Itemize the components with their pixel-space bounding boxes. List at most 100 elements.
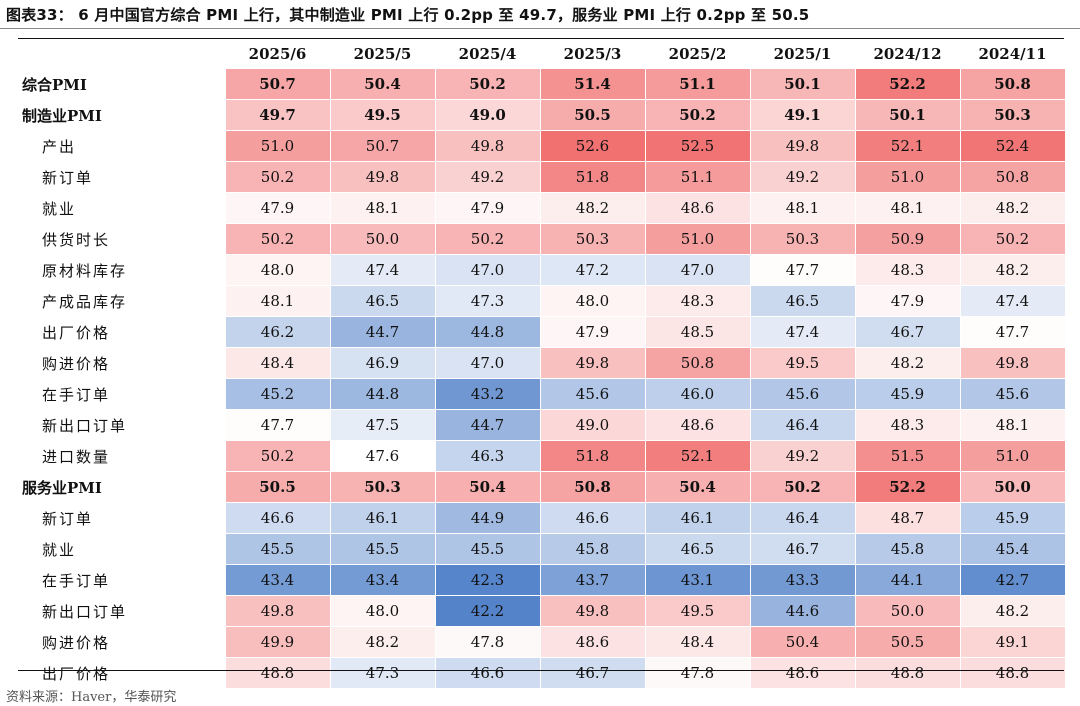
value-cell: 50.3 bbox=[749, 223, 856, 255]
value-cell: 48.0 bbox=[329, 595, 436, 627]
value-cell: 48.8 bbox=[854, 657, 961, 689]
value-cell: 44.8 bbox=[329, 378, 436, 410]
row-label: 新出口订单 bbox=[18, 409, 225, 441]
table-row: 原材料库存 48.0 47.4 47.0 47.2 47.0 47.7 48.3 48.2 bbox=[18, 254, 1066, 286]
value-cell: 50.0 bbox=[329, 223, 436, 255]
value-cell: 46.3 bbox=[434, 440, 541, 472]
value-cell: 49.9 bbox=[224, 626, 331, 658]
value-cell: 50.7 bbox=[329, 130, 436, 162]
value-cell: 49.8 bbox=[539, 595, 646, 627]
value-cell: 50.2 bbox=[224, 223, 331, 255]
header-corner bbox=[18, 40, 225, 69]
value-cell: 44.7 bbox=[434, 409, 541, 441]
value-cell: 50.7 bbox=[224, 68, 331, 100]
value-cell: 43.3 bbox=[749, 564, 856, 596]
value-cell: 48.6 bbox=[749, 657, 856, 689]
value-cell: 50.1 bbox=[854, 99, 961, 131]
column-header: 2025/6 bbox=[248, 45, 307, 63]
value-cell: 48.6 bbox=[644, 192, 751, 224]
value-cell: 49.8 bbox=[329, 161, 436, 193]
value-cell: 49.0 bbox=[434, 99, 541, 131]
value-cell: 46.7 bbox=[854, 316, 961, 348]
value-cell: 50.3 bbox=[539, 223, 646, 255]
table-row: 出厂价格 48.8 47.3 46.6 46.7 47.8 48.6 48.8 48.8 bbox=[18, 657, 1066, 689]
value-cell: 48.6 bbox=[539, 626, 646, 658]
value-cell: 50.4 bbox=[644, 471, 751, 503]
table-row: 新订单 50.2 49.8 49.2 51.8 51.1 49.2 51.0 50.8 bbox=[18, 161, 1066, 193]
table-row: 综合PMI 50.7 50.4 50.2 51.4 51.1 50.1 52.2 50.8 bbox=[18, 68, 1066, 100]
value-cell: 47.7 bbox=[959, 316, 1066, 348]
value-cell: 46.0 bbox=[644, 378, 751, 410]
value-cell: 47.0 bbox=[434, 254, 541, 286]
value-cell: 42.3 bbox=[434, 564, 541, 596]
value-cell: 50.5 bbox=[854, 626, 961, 658]
value-cell: 50.5 bbox=[539, 99, 646, 131]
value-cell: 45.8 bbox=[539, 533, 646, 565]
value-cell: 49.5 bbox=[329, 99, 436, 131]
column-header: 2025/3 bbox=[563, 45, 622, 63]
table-row: 新出口订单 47.7 47.5 44.7 49.0 48.6 46.4 48.3 48.1 bbox=[18, 409, 1066, 441]
value-cell: 50.8 bbox=[959, 68, 1066, 100]
value-cell: 50.8 bbox=[539, 471, 646, 503]
table-row: 新出口订单 49.8 48.0 42.2 49.8 49.5 44.6 50.0 48.2 bbox=[18, 595, 1066, 627]
value-cell: 48.8 bbox=[959, 657, 1066, 689]
value-cell: 47.9 bbox=[539, 316, 646, 348]
value-cell: 51.1 bbox=[644, 161, 751, 193]
table-row: 购进价格 49.9 48.2 47.8 48.6 48.4 50.4 50.5 49.1 bbox=[18, 626, 1066, 658]
value-cell: 51.1 bbox=[644, 68, 751, 100]
table-body: 综合PMI 50.7 50.4 50.2 51.4 51.1 50.1 52.2 50.8 制造业… bbox=[18, 68, 1066, 689]
value-cell: 44.1 bbox=[854, 564, 961, 596]
value-cell: 45.6 bbox=[749, 378, 856, 410]
row-label: 综合PMI bbox=[18, 68, 225, 100]
value-cell: 47.6 bbox=[329, 440, 436, 472]
value-cell: 45.5 bbox=[224, 533, 331, 565]
column-header: 2025/5 bbox=[353, 45, 412, 63]
table-row: 在手订单 45.2 44.8 43.2 45.6 46.0 45.6 45.9 45.6 bbox=[18, 378, 1066, 410]
value-cell: 48.3 bbox=[854, 409, 961, 441]
value-cell: 46.4 bbox=[749, 409, 856, 441]
value-cell: 48.8 bbox=[224, 657, 331, 689]
value-cell: 45.9 bbox=[854, 378, 961, 410]
value-cell: 46.6 bbox=[539, 502, 646, 534]
row-label: 产成品库存 bbox=[18, 285, 225, 317]
value-cell: 48.2 bbox=[329, 626, 436, 658]
value-cell: 51.0 bbox=[644, 223, 751, 255]
value-cell: 49.1 bbox=[749, 99, 856, 131]
figure-title: 图表33： 6 月中国官方综合 PMI 上行，其中制造业 PMI 上行 0.2p… bbox=[6, 6, 810, 24]
row-label: 在手订单 bbox=[18, 564, 225, 596]
value-cell: 51.4 bbox=[539, 68, 646, 100]
pmi-heatmap-table: 2025/6 2025/5 2025/4 2025/3 2025/2 2025/1 2024… bbox=[18, 40, 1066, 689]
value-cell: 48.7 bbox=[854, 502, 961, 534]
value-cell: 51.0 bbox=[854, 161, 961, 193]
value-cell: 48.3 bbox=[644, 285, 751, 317]
row-label: 购进价格 bbox=[18, 347, 225, 379]
value-cell: 47.4 bbox=[329, 254, 436, 286]
value-cell: 51.5 bbox=[854, 440, 961, 472]
value-cell: 48.6 bbox=[644, 409, 751, 441]
value-cell: 49.8 bbox=[539, 347, 646, 379]
value-cell: 48.0 bbox=[224, 254, 331, 286]
value-cell: 43.2 bbox=[434, 378, 541, 410]
table-row: 就业 45.5 45.5 45.5 45.8 46.5 46.7 45.8 45.4 bbox=[18, 533, 1066, 565]
table-row: 产成品库存 48.1 46.5 47.3 48.0 48.3 46.5 47.9 47.4 bbox=[18, 285, 1066, 317]
value-cell: 49.0 bbox=[539, 409, 646, 441]
value-cell: 50.2 bbox=[434, 223, 541, 255]
column-header: 2024/11 bbox=[978, 45, 1047, 63]
row-label: 制造业PMI bbox=[18, 99, 225, 131]
value-cell: 47.2 bbox=[539, 254, 646, 286]
value-cell: 49.8 bbox=[749, 130, 856, 162]
value-cell: 48.1 bbox=[959, 409, 1066, 441]
table-row: 在手订单 43.4 43.4 42.3 43.7 43.1 43.3 44.1 42.7 bbox=[18, 564, 1066, 596]
value-cell: 43.7 bbox=[539, 564, 646, 596]
value-cell: 52.4 bbox=[959, 130, 1066, 162]
value-cell: 49.1 bbox=[959, 626, 1066, 658]
table-row: 出厂价格 46.2 44.7 44.8 47.9 48.5 47.4 46.7 47.7 bbox=[18, 316, 1066, 348]
column-header: 2025/1 bbox=[773, 45, 832, 63]
value-cell: 42.7 bbox=[959, 564, 1066, 596]
value-cell: 50.3 bbox=[329, 471, 436, 503]
title-divider bbox=[0, 28, 1080, 29]
value-cell: 49.5 bbox=[644, 595, 751, 627]
value-cell: 46.1 bbox=[644, 502, 751, 534]
value-cell: 45.2 bbox=[224, 378, 331, 410]
value-cell: 46.7 bbox=[749, 533, 856, 565]
